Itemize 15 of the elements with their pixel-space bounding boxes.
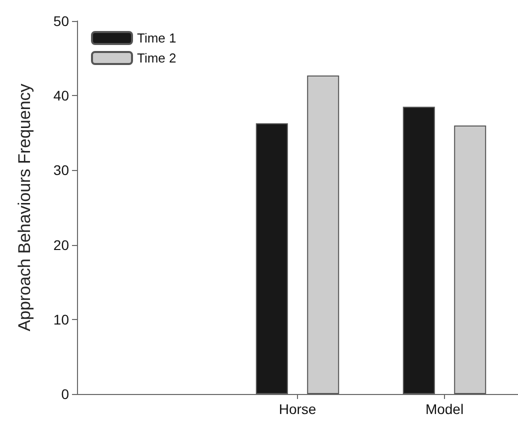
- bar: [307, 75, 340, 394]
- x-tick-label: Model: [425, 401, 464, 417]
- legend-label: Time 1: [137, 30, 176, 46]
- x-tick-label: Horse: [278, 401, 316, 417]
- y-tick-label: 40: [53, 88, 70, 104]
- y-tick-label: 30: [53, 162, 70, 178]
- y-tick-label: 0: [61, 386, 70, 402]
- bar: [402, 106, 435, 394]
- legend-label: Time 2: [137, 50, 176, 66]
- y-tick-label: 50: [53, 13, 70, 29]
- bar: [454, 125, 486, 394]
- y-tick-label: 20: [53, 236, 70, 253]
- bar: [256, 123, 288, 394]
- y-tick-label: 10: [53, 311, 70, 328]
- y-axis-title: Approach Behaviours Frequency: [15, 83, 34, 332]
